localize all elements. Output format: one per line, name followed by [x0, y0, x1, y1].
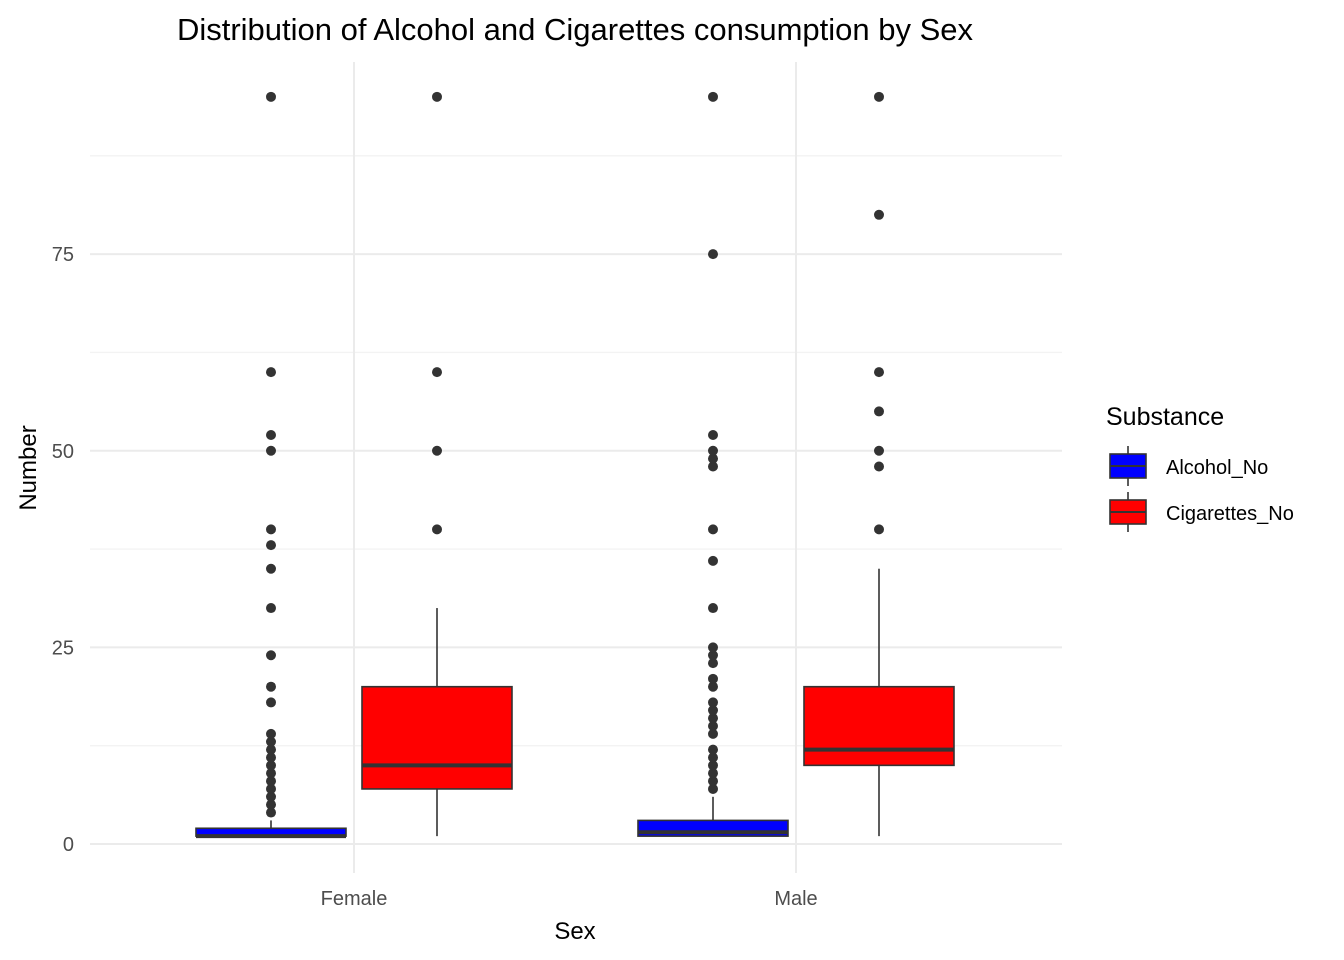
plot-area — [195, 91, 955, 839]
box-iqr — [803, 685, 955, 767]
outlier-point — [266, 430, 276, 441]
legend: Substance Alcohol_No Cigarettes_No — [1106, 403, 1294, 532]
outlier-point — [708, 650, 718, 661]
y-tick-label: 0 — [63, 834, 74, 856]
legend-label: Cigarettes_No — [1166, 503, 1294, 525]
outlier-point — [708, 744, 718, 755]
y-tick-label: 50 — [52, 441, 74, 463]
outlier-point — [708, 760, 718, 771]
outlier-point — [708, 721, 718, 732]
outlier-point — [432, 524, 442, 535]
outlier-point — [266, 791, 276, 802]
outlier-point — [266, 681, 276, 692]
outlier-point — [708, 697, 718, 708]
outlier-point — [708, 524, 718, 535]
x-tick-label: Female — [321, 888, 388, 910]
outlier-point — [874, 406, 884, 417]
x-axis: Female Male — [321, 888, 818, 910]
outlier-point — [266, 776, 276, 787]
x-axis-title: Sex — [554, 918, 595, 945]
outlier-point — [266, 91, 276, 102]
outlier-point — [708, 776, 718, 787]
outlier-point — [708, 461, 718, 472]
outlier-point — [708, 728, 718, 739]
legend-item-Cigarettes_No: Cigarettes_No — [1109, 492, 1294, 532]
outlier-point — [708, 249, 718, 260]
outlier-point — [708, 642, 718, 653]
outlier-point — [432, 91, 442, 102]
outlier-point — [874, 367, 884, 378]
outlier-point — [266, 768, 276, 779]
grid — [90, 62, 1062, 873]
outlier-point — [266, 736, 276, 747]
outlier-point — [874, 524, 884, 535]
legend-label: Alcohol_No — [1166, 457, 1268, 479]
y-axis-title: Number — [15, 425, 42, 510]
outlier-point — [708, 603, 718, 614]
outlier-point — [266, 524, 276, 535]
outlier-point — [266, 807, 276, 818]
outlier-point — [708, 681, 718, 692]
outlier-point — [708, 768, 718, 779]
x-tick-label: Male — [774, 888, 817, 910]
outlier-point — [266, 367, 276, 378]
box-Alcohol_No-Female — [195, 91, 347, 839]
outlier-point — [432, 445, 442, 456]
outlier-point — [266, 563, 276, 574]
box-Cigarettes_No-Female — [361, 91, 513, 837]
box-Cigarettes_No-Male — [803, 91, 955, 837]
outlier-point — [266, 650, 276, 661]
y-tick-label: 25 — [52, 637, 74, 659]
outlier-point — [708, 673, 718, 684]
outlier-point — [708, 658, 718, 669]
box-Alcohol_No-Male — [637, 91, 789, 837]
outlier-point — [266, 783, 276, 794]
outlier-point — [266, 540, 276, 551]
outlier-point — [266, 728, 276, 739]
outlier-point — [708, 713, 718, 724]
chart-title: Distribution of Alcohol and Cigarettes c… — [177, 12, 974, 47]
outlier-point — [266, 760, 276, 771]
outlier-point — [266, 445, 276, 456]
outlier-point — [874, 461, 884, 472]
outlier-point — [266, 744, 276, 755]
outlier-point — [708, 783, 718, 794]
outlier-point — [708, 453, 718, 464]
legend-title: Substance — [1106, 403, 1224, 431]
outlier-point — [874, 209, 884, 220]
outlier-point — [708, 705, 718, 716]
outlier-point — [266, 799, 276, 810]
outlier-point — [432, 367, 442, 378]
outlier-point — [708, 91, 718, 102]
y-tick-label: 75 — [52, 244, 74, 266]
outlier-point — [708, 445, 718, 456]
outlier-point — [874, 445, 884, 456]
legend-item-Alcohol_No: Alcohol_No — [1109, 446, 1268, 486]
outlier-point — [266, 603, 276, 614]
outlier-point — [874, 91, 884, 102]
outlier-point — [708, 555, 718, 566]
outlier-point — [708, 430, 718, 441]
outlier-point — [266, 752, 276, 763]
outlier-point — [708, 752, 718, 763]
box-iqr — [361, 685, 513, 790]
y-axis: 0 25 50 75 — [52, 244, 74, 856]
outlier-point — [266, 697, 276, 708]
